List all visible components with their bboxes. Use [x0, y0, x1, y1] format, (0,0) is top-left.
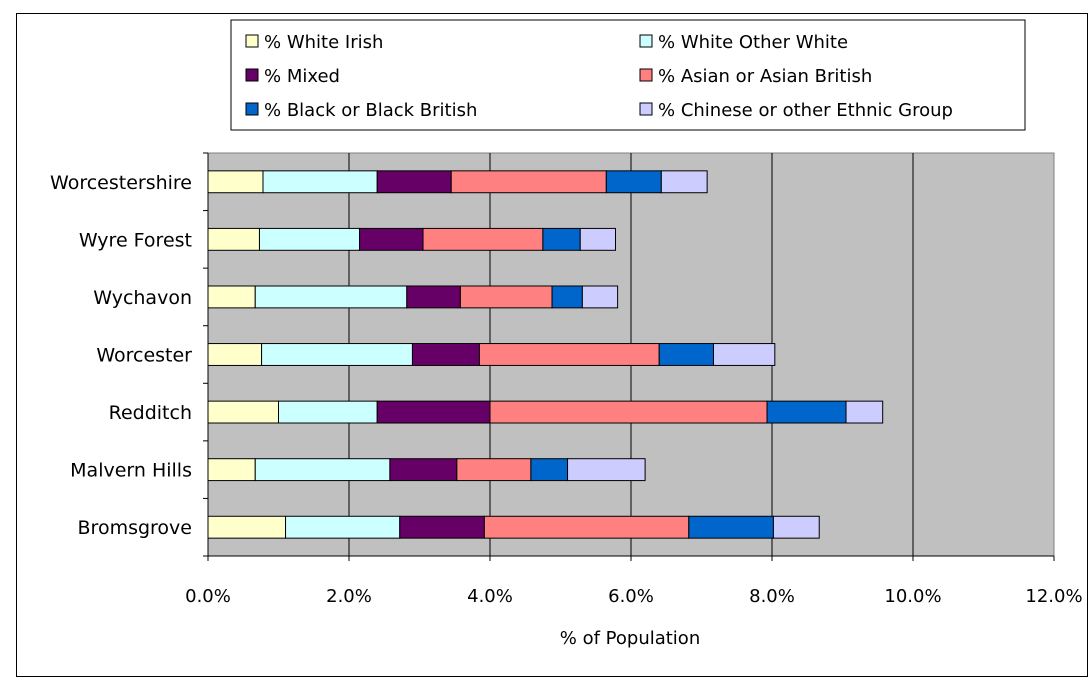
bar-segment	[360, 228, 423, 250]
bar-segment	[208, 401, 279, 423]
bar-segment	[543, 228, 580, 250]
category-label: Wyre Forest	[79, 229, 192, 251]
bar-segment	[568, 459, 646, 481]
bar-segment	[582, 286, 617, 308]
bar-segment	[484, 516, 688, 538]
bar-segment	[400, 516, 485, 538]
legend-label: % White Other White	[658, 32, 848, 53]
bar-segment	[606, 171, 661, 193]
bar-segment	[263, 171, 377, 193]
bar-segment	[490, 401, 767, 423]
category-label: Bromsgrove	[78, 517, 192, 539]
bar-segment	[773, 516, 819, 538]
legend-swatch	[640, 103, 652, 115]
x-tick-label: 8.0%	[749, 586, 795, 607]
category-label: Redditch	[109, 402, 192, 424]
x-tick-label: 6.0%	[608, 586, 654, 607]
bar-segment	[767, 401, 846, 423]
bar-segment	[208, 459, 255, 481]
bar-segment	[208, 516, 286, 538]
category-label: Worcestershire	[50, 172, 192, 194]
bar-segment	[208, 228, 259, 250]
bar-segment	[689, 516, 774, 538]
x-axis-title: % of Population	[560, 628, 700, 649]
x-tick-label: 12.0%	[1025, 586, 1082, 607]
x-tick-label: 10.0%	[884, 586, 941, 607]
bar-segment	[208, 171, 263, 193]
x-tick-label: 4.0%	[467, 586, 513, 607]
bar-segment	[846, 401, 883, 423]
bar-segment	[451, 171, 606, 193]
bar-segment	[659, 344, 713, 366]
bar-segment	[279, 401, 378, 423]
legend-swatch	[246, 103, 258, 115]
bar-segment	[580, 228, 615, 250]
legend-swatch	[640, 69, 652, 81]
category-label: Malvern Hills	[70, 460, 192, 482]
bar-segment	[259, 228, 359, 250]
legend: % White Irish % White Other White % Mixed%…	[231, 20, 1025, 130]
bar-segment	[255, 286, 407, 308]
bar-segment	[377, 171, 451, 193]
legend-label: % Black or Black British	[264, 100, 477, 121]
legend-swatch	[246, 35, 258, 47]
legend-label: % Chinese or other Ethnic Group	[658, 100, 953, 121]
x-tick-label: 2.0%	[326, 586, 372, 607]
bar-segment	[552, 286, 582, 308]
bar-segment	[377, 401, 490, 423]
legend-swatch	[640, 35, 652, 47]
bar-segment	[423, 228, 543, 250]
bar-segment	[262, 344, 413, 366]
bar-segment	[286, 516, 400, 538]
bar-segment	[412, 344, 479, 366]
bar-segment	[661, 171, 707, 193]
category-label: Wychavon	[93, 287, 192, 309]
x-tick-label: 0.0%	[185, 586, 231, 607]
legend-label: % White Irish	[264, 32, 383, 53]
legend-swatch	[246, 69, 258, 81]
legend-label: % Mixed	[264, 66, 340, 87]
bar-segment	[479, 344, 659, 366]
bar-segment	[531, 459, 568, 481]
bar-segment	[457, 459, 531, 481]
bar-segment	[713, 344, 774, 366]
bar-segment	[255, 459, 390, 481]
bar-segment	[460, 286, 552, 308]
bar-segment	[407, 286, 461, 308]
bar-segment	[208, 344, 262, 366]
bar-segment	[208, 286, 255, 308]
category-label: Worcester	[96, 345, 192, 367]
bar-segment	[390, 459, 457, 481]
legend-label: % Asian or Asian British	[658, 66, 872, 87]
